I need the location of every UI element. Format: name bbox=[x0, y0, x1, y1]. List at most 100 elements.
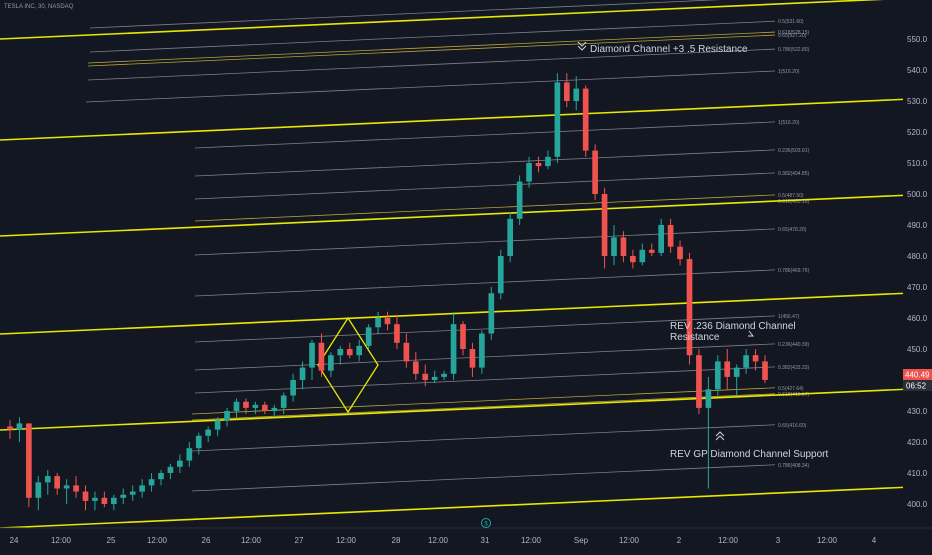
candle-body bbox=[7, 426, 13, 430]
candle-body bbox=[92, 497, 98, 501]
arrow-down-right-icon bbox=[748, 330, 755, 337]
candle bbox=[582, 85, 589, 157]
fib-line bbox=[194, 228, 776, 256]
candle-body bbox=[545, 156, 551, 167]
candle-body bbox=[762, 361, 768, 380]
candle-body bbox=[592, 150, 598, 194]
candle-body bbox=[582, 88, 589, 151]
candle bbox=[752, 349, 759, 371]
candle bbox=[724, 349, 731, 390]
fib-label: 0.65(527.20) bbox=[778, 33, 807, 39]
candle bbox=[422, 364, 429, 387]
candle bbox=[337, 345, 344, 365]
candle bbox=[516, 175, 523, 225]
candle-body bbox=[488, 293, 495, 334]
candle bbox=[394, 314, 400, 349]
time-tick-label: 12:00 bbox=[241, 536, 262, 545]
candle-body bbox=[686, 259, 693, 356]
fib-label: 0.786(522.80) bbox=[778, 47, 809, 53]
candle bbox=[648, 243, 655, 256]
time-tick-label: 2 bbox=[677, 536, 682, 545]
candle-body bbox=[243, 401, 249, 408]
candle-body bbox=[214, 420, 221, 430]
candle bbox=[507, 212, 514, 263]
candle bbox=[280, 392, 287, 415]
candle-body bbox=[667, 225, 674, 247]
candle bbox=[252, 401, 259, 415]
candle bbox=[261, 401, 268, 415]
candle-body bbox=[309, 342, 315, 368]
annotation-bottom: REV GP Diamond Channel Support bbox=[670, 449, 828, 460]
fib-line bbox=[89, 0, 722, 29]
candle-body bbox=[63, 485, 70, 489]
diamond-shape bbox=[317, 316, 379, 414]
candle-body bbox=[35, 482, 42, 498]
fib-label: 0.236(539.65) bbox=[778, 0, 809, 1]
annotations: Diamond Channel +3 .5 Resistance REV .23… bbox=[577, 41, 828, 460]
candle bbox=[573, 76, 580, 111]
candle-body bbox=[290, 380, 296, 396]
fib-label: 1(516.20) bbox=[778, 69, 800, 75]
candle-body bbox=[54, 476, 61, 489]
candle bbox=[54, 473, 61, 495]
candle-body bbox=[620, 237, 627, 256]
time-tick-label: 12:00 bbox=[147, 536, 168, 545]
candle-body bbox=[205, 429, 212, 436]
candle bbox=[148, 473, 155, 492]
candle bbox=[563, 73, 570, 108]
price-tick-label: 510.0 bbox=[907, 159, 928, 168]
channel-line bbox=[0, 194, 904, 237]
candle-body bbox=[337, 349, 344, 356]
candle-body bbox=[195, 435, 202, 449]
price-tick-label: 540.0 bbox=[907, 66, 928, 75]
candle-body bbox=[441, 373, 447, 377]
channel-line bbox=[0, 388, 904, 431]
price-tick-label: 450.0 bbox=[907, 345, 928, 354]
candle bbox=[375, 311, 381, 334]
annotation-top: Diamond Channel +3 .5 Resistance bbox=[590, 44, 748, 55]
candle bbox=[309, 339, 315, 380]
price-axis[interactable]: 400.0410.0420.0430.0440.0450.0460.0470.0… bbox=[903, 0, 932, 527]
candle-body bbox=[82, 491, 89, 501]
candle bbox=[535, 156, 542, 173]
fib-label: 0.236(503.91) bbox=[778, 148, 809, 154]
last-price-value: 440.49 bbox=[905, 371, 930, 380]
candle-body bbox=[412, 361, 419, 374]
channel-line bbox=[0, 0, 885, 40]
candle-body bbox=[573, 88, 580, 101]
candle-body bbox=[271, 407, 278, 411]
candle bbox=[686, 252, 693, 365]
candle-body bbox=[450, 324, 457, 374]
candle bbox=[639, 243, 646, 266]
candle-body bbox=[507, 218, 514, 256]
fib-line bbox=[191, 387, 776, 415]
candle-body bbox=[365, 327, 372, 346]
candle bbox=[412, 352, 419, 380]
fib-line bbox=[191, 424, 776, 452]
channel-line bbox=[0, 98, 904, 141]
candle-body bbox=[384, 318, 391, 325]
candle bbox=[611, 225, 617, 266]
candle bbox=[526, 156, 532, 188]
fib-levels: 0.236(539.65)0.5(531.60)0.618(528.15)0.6… bbox=[85, 0, 809, 492]
chevron-down-double-icon bbox=[577, 41, 587, 51]
channel-line bbox=[0, 292, 904, 335]
fib-line bbox=[85, 70, 776, 103]
candle bbox=[177, 454, 183, 473]
candle bbox=[384, 311, 391, 331]
candle-body bbox=[318, 342, 325, 371]
fib-label: 0.618(480.19) bbox=[778, 199, 809, 205]
price-tick-label: 410.0 bbox=[907, 469, 928, 478]
candle bbox=[677, 240, 683, 266]
candle-body bbox=[422, 373, 429, 380]
time-axis[interactable]: 24 12:00 25 12:00 26 12:00 27 12:00 28 12:00 31 12:… bbox=[0, 527, 932, 550]
time-tick-label: 12:00 bbox=[619, 536, 640, 545]
dividend-circle-icon[interactable]: $ bbox=[481, 518, 491, 528]
candle bbox=[630, 249, 636, 269]
candle bbox=[186, 442, 193, 467]
candle bbox=[488, 287, 495, 340]
fib-label: 0.65(416.60) bbox=[778, 423, 807, 429]
